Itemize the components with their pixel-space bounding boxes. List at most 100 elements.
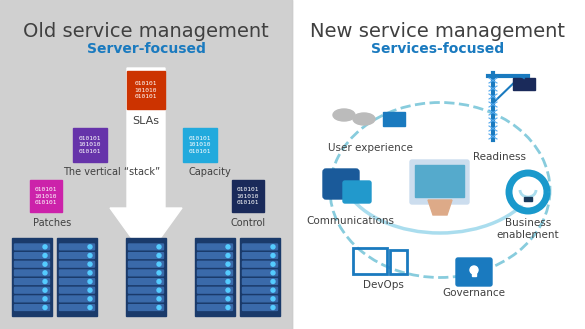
- FancyBboxPatch shape: [198, 270, 232, 276]
- Circle shape: [157, 306, 161, 310]
- FancyBboxPatch shape: [410, 160, 469, 204]
- Ellipse shape: [353, 113, 375, 125]
- Text: Governance: Governance: [442, 288, 505, 298]
- Circle shape: [470, 266, 478, 274]
- Circle shape: [271, 288, 275, 292]
- Circle shape: [226, 297, 230, 301]
- Circle shape: [88, 262, 92, 266]
- Text: New service management: New service management: [311, 22, 566, 41]
- Circle shape: [226, 254, 230, 258]
- Text: Server-focused: Server-focused: [87, 42, 205, 56]
- FancyBboxPatch shape: [243, 279, 277, 285]
- Text: The vertical “stack”: The vertical “stack”: [63, 167, 160, 177]
- FancyBboxPatch shape: [126, 238, 166, 316]
- Circle shape: [226, 280, 230, 284]
- Circle shape: [271, 280, 275, 284]
- Text: Control: Control: [230, 218, 266, 228]
- Text: DevOps: DevOps: [363, 280, 404, 290]
- FancyBboxPatch shape: [15, 253, 50, 259]
- FancyBboxPatch shape: [198, 244, 232, 250]
- Text: User experience: User experience: [328, 143, 412, 153]
- Circle shape: [226, 306, 230, 310]
- FancyBboxPatch shape: [129, 305, 163, 311]
- FancyBboxPatch shape: [243, 261, 277, 267]
- FancyBboxPatch shape: [15, 279, 50, 285]
- Circle shape: [271, 306, 275, 310]
- Bar: [0, 0, 292, 329]
- Circle shape: [88, 297, 92, 301]
- Text: Old service management: Old service management: [23, 22, 269, 41]
- FancyBboxPatch shape: [15, 305, 50, 311]
- Circle shape: [271, 254, 275, 258]
- Text: 010101
101010
010101: 010101 101010 010101: [135, 81, 157, 99]
- FancyBboxPatch shape: [60, 279, 95, 285]
- Bar: [472, 270, 476, 276]
- Text: Services-focused: Services-focused: [371, 42, 504, 56]
- FancyBboxPatch shape: [198, 305, 232, 311]
- Circle shape: [271, 245, 275, 249]
- FancyBboxPatch shape: [240, 238, 280, 316]
- FancyBboxPatch shape: [129, 270, 163, 276]
- FancyBboxPatch shape: [15, 296, 50, 302]
- FancyBboxPatch shape: [60, 261, 95, 267]
- FancyBboxPatch shape: [60, 296, 95, 302]
- Circle shape: [157, 271, 161, 275]
- Text: Readiness: Readiness: [473, 152, 526, 162]
- FancyBboxPatch shape: [343, 181, 371, 203]
- FancyBboxPatch shape: [198, 261, 232, 267]
- Ellipse shape: [333, 109, 355, 121]
- Circle shape: [271, 271, 275, 275]
- FancyBboxPatch shape: [129, 261, 163, 267]
- Polygon shape: [428, 200, 452, 215]
- FancyBboxPatch shape: [15, 261, 50, 267]
- FancyBboxPatch shape: [12, 238, 52, 316]
- FancyBboxPatch shape: [129, 296, 163, 302]
- FancyBboxPatch shape: [243, 296, 277, 302]
- FancyBboxPatch shape: [15, 244, 50, 250]
- Bar: [353, 248, 387, 274]
- Circle shape: [43, 271, 47, 275]
- Circle shape: [43, 306, 47, 310]
- Text: 010101
101010
010101: 010101 101010 010101: [79, 136, 101, 154]
- Bar: [383, 112, 405, 126]
- Circle shape: [88, 280, 92, 284]
- Text: 010101
101010
010101: 010101 101010 010101: [189, 136, 211, 154]
- FancyBboxPatch shape: [198, 279, 232, 285]
- FancyBboxPatch shape: [243, 305, 277, 311]
- Bar: [513, 78, 535, 90]
- FancyBboxPatch shape: [60, 270, 95, 276]
- Text: SLAs: SLAs: [132, 116, 160, 126]
- FancyBboxPatch shape: [243, 270, 277, 276]
- FancyBboxPatch shape: [30, 180, 62, 212]
- Circle shape: [43, 297, 47, 301]
- Circle shape: [43, 245, 47, 249]
- Circle shape: [157, 288, 161, 292]
- FancyBboxPatch shape: [15, 287, 50, 293]
- Circle shape: [157, 245, 161, 249]
- Circle shape: [43, 254, 47, 258]
- FancyBboxPatch shape: [456, 258, 492, 286]
- FancyBboxPatch shape: [243, 253, 277, 259]
- FancyBboxPatch shape: [60, 287, 95, 293]
- Text: Patches: Patches: [33, 218, 71, 228]
- FancyBboxPatch shape: [198, 287, 232, 293]
- FancyBboxPatch shape: [129, 279, 163, 285]
- FancyBboxPatch shape: [198, 296, 232, 302]
- Circle shape: [226, 271, 230, 275]
- FancyBboxPatch shape: [129, 253, 163, 259]
- FancyBboxPatch shape: [60, 244, 95, 250]
- Circle shape: [271, 297, 275, 301]
- FancyBboxPatch shape: [60, 253, 95, 259]
- Circle shape: [88, 306, 92, 310]
- Polygon shape: [110, 68, 182, 258]
- FancyBboxPatch shape: [243, 287, 277, 293]
- Circle shape: [514, 178, 542, 206]
- FancyBboxPatch shape: [129, 244, 163, 250]
- Text: Capacity: Capacity: [188, 167, 232, 177]
- Circle shape: [157, 297, 161, 301]
- Circle shape: [226, 245, 230, 249]
- FancyBboxPatch shape: [127, 71, 165, 109]
- FancyBboxPatch shape: [195, 238, 235, 316]
- Circle shape: [43, 262, 47, 266]
- Circle shape: [43, 288, 47, 292]
